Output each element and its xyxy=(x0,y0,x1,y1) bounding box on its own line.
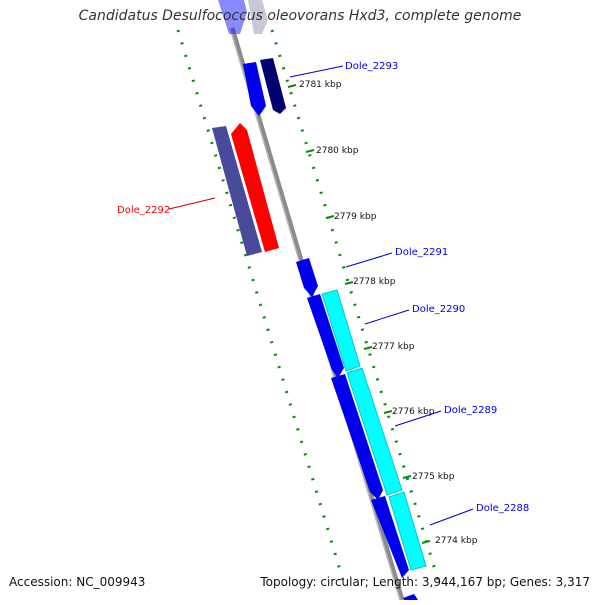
feature-cyan-3 xyxy=(388,491,427,571)
tick-label-2776: 2776 kbp xyxy=(392,407,435,417)
gene-dole-2293-arrow xyxy=(243,62,266,116)
leader-dole-2290 xyxy=(364,309,410,325)
gene-label-dole-2292: Dole_2292 xyxy=(117,205,170,216)
tick-mark xyxy=(287,84,297,88)
gene-dole-2289-cds xyxy=(331,374,383,500)
tick-label-2777: 2777 kbp xyxy=(372,342,415,352)
gene-label-dole-2288: Dole_2288 xyxy=(476,503,529,514)
gene-dole-2288-cds xyxy=(371,496,409,578)
feature-cyan-2 xyxy=(346,367,403,496)
gene-dole-2292-cds xyxy=(231,123,279,252)
tick-mark xyxy=(363,346,373,350)
tick-mark xyxy=(305,149,315,153)
gene-label-dole-2291: Dole_2291 xyxy=(395,247,448,258)
tick-label-2774: 2774 kbp xyxy=(435,536,478,546)
feature-cropped-top-blue xyxy=(218,0,247,34)
leader-dole-2293 xyxy=(289,65,344,78)
tick-label-2781: 2781 kbp xyxy=(299,80,342,90)
inner-tick-rail xyxy=(270,29,440,581)
genome-summary-text: Topology: circular; Length: 3,944,167 bp… xyxy=(260,575,590,589)
gene-dole-2291-cds xyxy=(296,258,318,297)
accession-text: Accession: NC_009943 xyxy=(9,575,146,589)
tick-label-2775: 2775 kbp xyxy=(412,472,455,482)
tick-label-2779: 2779 kbp xyxy=(334,212,377,222)
map-title: Candidatus Desulfococcus oleovorans Hxd3… xyxy=(78,8,522,24)
feature-cropped-top-gray xyxy=(248,0,268,34)
tick-mark xyxy=(325,215,335,219)
gene-label-dole-2289: Dole_2289 xyxy=(444,405,497,416)
tick-mark xyxy=(344,281,354,285)
feature-cropped-bottom xyxy=(403,594,418,600)
gene-dole-2290-cds xyxy=(307,294,344,378)
tick-mark xyxy=(402,475,412,479)
tick-mark xyxy=(383,410,393,414)
leader-dole-2289 xyxy=(394,410,442,427)
gene-dole-2293-pair xyxy=(260,58,286,114)
tick-mark xyxy=(421,540,431,544)
feature-cyan-1 xyxy=(321,289,361,372)
gene-dole-2292-shadow xyxy=(212,126,262,256)
tick-label-2780: 2780 kbp xyxy=(316,146,359,156)
gene-label-dole-2290: Dole_2290 xyxy=(412,304,465,315)
gene-label-dole-2293: Dole_2293 xyxy=(345,61,398,72)
outer-tick-rail xyxy=(176,29,345,581)
leader-dole-2292 xyxy=(168,197,216,210)
tick-label-2778: 2778 kbp xyxy=(353,277,396,287)
leader-dole-2288 xyxy=(429,508,474,526)
leader-dole-2291 xyxy=(345,252,393,268)
